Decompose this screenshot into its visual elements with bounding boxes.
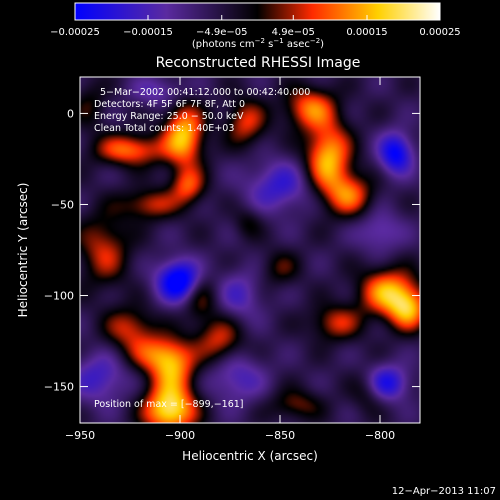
colorbar-gradient bbox=[74, 2, 441, 21]
plot-frame bbox=[79, 76, 421, 424]
colorbar-tick-label: −0.00025 bbox=[50, 27, 100, 38]
timestamp: 12−Apr−2013 11:07 bbox=[392, 486, 496, 497]
y-tick-label: 0 bbox=[67, 107, 74, 120]
y-tick-label: −150 bbox=[44, 381, 74, 394]
x-tick-label: −800 bbox=[365, 429, 395, 442]
y-tick-label: −100 bbox=[44, 290, 74, 303]
x-axis-label: Heliocentric X (arcsec) bbox=[182, 449, 318, 463]
axis-ticks: −950 −900 −850 −800 0 −50 −100 −150 bbox=[44, 77, 420, 442]
y-axis-label: Heliocentric Y (arcsec) bbox=[16, 183, 30, 318]
annotations: 5−Mar−2002 00:41:12.000 to 00:42:40.000 … bbox=[94, 87, 310, 410]
colorbar-tick-label: −4.9e−05 bbox=[196, 27, 248, 38]
chart-title: Reconstructed RHESSI Image bbox=[156, 55, 361, 71]
annotation-time-range: 5−Mar−2002 00:41:12.000 to 00:42:40.000 bbox=[100, 87, 310, 98]
x-tick-label: −850 bbox=[265, 429, 295, 442]
annotation-energy-range: Energy Range: 25.0 − 50.0 keV bbox=[94, 111, 244, 122]
colorbar-units: (photons cm−2 s−1 asec−2) bbox=[192, 37, 324, 50]
plot-area: −950 −900 −850 −800 0 −50 −100 −150 bbox=[44, 76, 421, 442]
x-tick-label: −900 bbox=[165, 429, 195, 442]
annotation-detectors: Detectors: 4F 5F 6F 7F 8F, Att 0 bbox=[94, 99, 245, 110]
colorbar-tick-label: −0.00015 bbox=[123, 27, 173, 38]
colorbar-tick-label: 0.00025 bbox=[419, 27, 460, 38]
position-of-max: Position of max = [−899,−161] bbox=[94, 399, 244, 410]
x-tick-label: −950 bbox=[65, 429, 95, 442]
y-tick-label: −50 bbox=[51, 198, 74, 211]
colorbar-tick-label: 4.9e−05 bbox=[272, 27, 315, 38]
annotation-clean-counts: Clean Total counts: 1.40E+03 bbox=[94, 123, 234, 134]
colorbar-tick-label: 0.00015 bbox=[346, 27, 387, 38]
heatmap-image bbox=[80, 77, 420, 423]
colorbar-ticks: −0.00025 −0.00015 −4.9e−05 4.9e−05 0.00015 0.… bbox=[50, 15, 461, 38]
colorbar: −0.00025 −0.00015 −4.9e−05 4.9e−05 0.00015 0.… bbox=[50, 2, 461, 50]
